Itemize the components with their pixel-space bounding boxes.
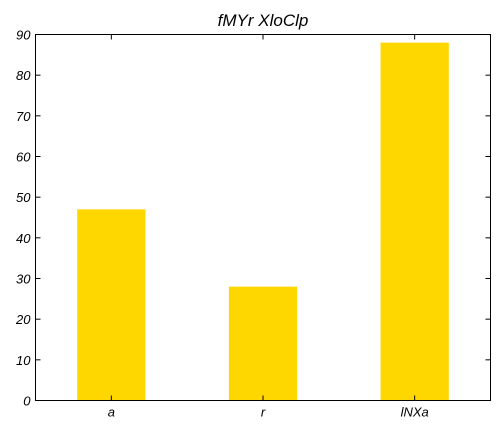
y-tick-label-90: 90 (16, 28, 31, 43)
y-tick-label-70: 70 (16, 109, 31, 124)
x-tick-label-r: r (261, 405, 266, 420)
y-tick-label-30: 30 (16, 272, 31, 287)
y-tick-label-80: 80 (16, 68, 31, 83)
y-tick-label-60: 60 (16, 150, 31, 165)
plot-frame (35, 34, 491, 401)
bar-a (77, 209, 146, 401)
x-axis: a r lNXa (108, 34, 429, 420)
y-tick-label-40: 40 (16, 231, 31, 246)
plot-area (77, 42, 449, 401)
x-tick-label-lNXa: lNXa (401, 405, 429, 420)
x-tick-label-a: a (108, 405, 115, 420)
y-tick-label-20: 20 (15, 312, 31, 327)
chart-title: fMYr XloClp (218, 11, 309, 30)
bar-r (228, 286, 298, 401)
y-tick-label-10: 10 (16, 353, 31, 368)
bar-lNXa (380, 42, 449, 401)
y-tick-label-0: 0 (23, 394, 31, 409)
y-tick-label-50: 50 (16, 190, 31, 205)
y-axis: 0 10 20 30 40 50 60 70 80 90 (15, 28, 491, 409)
